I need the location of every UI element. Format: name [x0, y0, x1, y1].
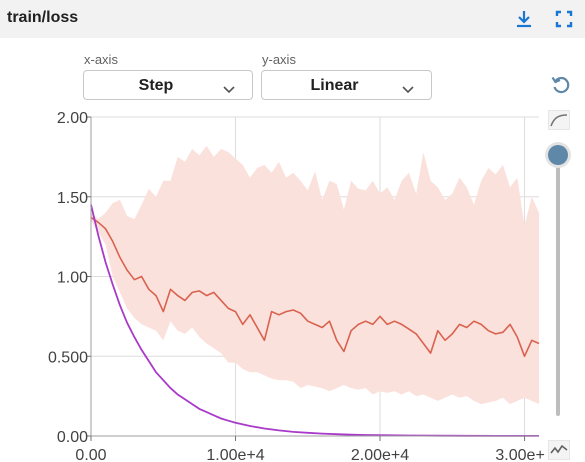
chart-card-header: train/loss	[0, 0, 585, 38]
chevron-down-icon	[402, 81, 414, 99]
x-tick-label: 0.00	[75, 447, 106, 462]
smoothing-slider-track[interactable]	[556, 160, 560, 416]
axis-ticks: 0.00 0.500 1.00 1.50 2.00 0.00 1.00e+4 2.00e+4 3…	[48, 110, 545, 462]
x-axis-select[interactable]: Step	[83, 70, 253, 100]
fullscreen-icon[interactable]	[554, 9, 574, 29]
smoothing-slider-thumb[interactable]	[548, 145, 568, 165]
chart-title: train/loss	[7, 9, 79, 26]
reset-icon[interactable]	[550, 74, 572, 101]
y-axis-value: Linear	[310, 77, 359, 94]
x-axis-value: Step	[138, 77, 174, 94]
y-tick-label: 0.500	[48, 349, 88, 366]
y-tick-label: 1.00	[57, 270, 88, 287]
download-icon[interactable]	[514, 9, 534, 29]
chart-line-icon[interactable]	[548, 440, 570, 462]
x-tick-label: 1.00e+4	[206, 447, 264, 462]
chevron-down-icon	[223, 81, 235, 99]
y-tick-label: 0.00	[57, 429, 88, 446]
x-tick-label: 3.00e+4	[495, 447, 545, 462]
y-axis-label: y-axis	[262, 52, 296, 67]
x-axis-label: x-axis	[84, 52, 118, 67]
series-range-band	[91, 145, 539, 405]
y-tick-label: 2.00	[57, 110, 88, 127]
series-fitted-curve-line	[90, 204, 539, 437]
smoothing-curve-icon[interactable]	[548, 110, 570, 135]
series-smoothed-loss-line	[90, 216, 540, 358]
x-tick-label: 2.00e+4	[351, 447, 409, 462]
y-axis-select[interactable]: Linear	[261, 70, 432, 100]
y-tick-label: 1.50	[57, 190, 88, 207]
loss-chart: 0.00 0.500 1.00 1.50 2.00 0.00 1.00e+4 2.00e+4 3…	[48, 110, 545, 462]
